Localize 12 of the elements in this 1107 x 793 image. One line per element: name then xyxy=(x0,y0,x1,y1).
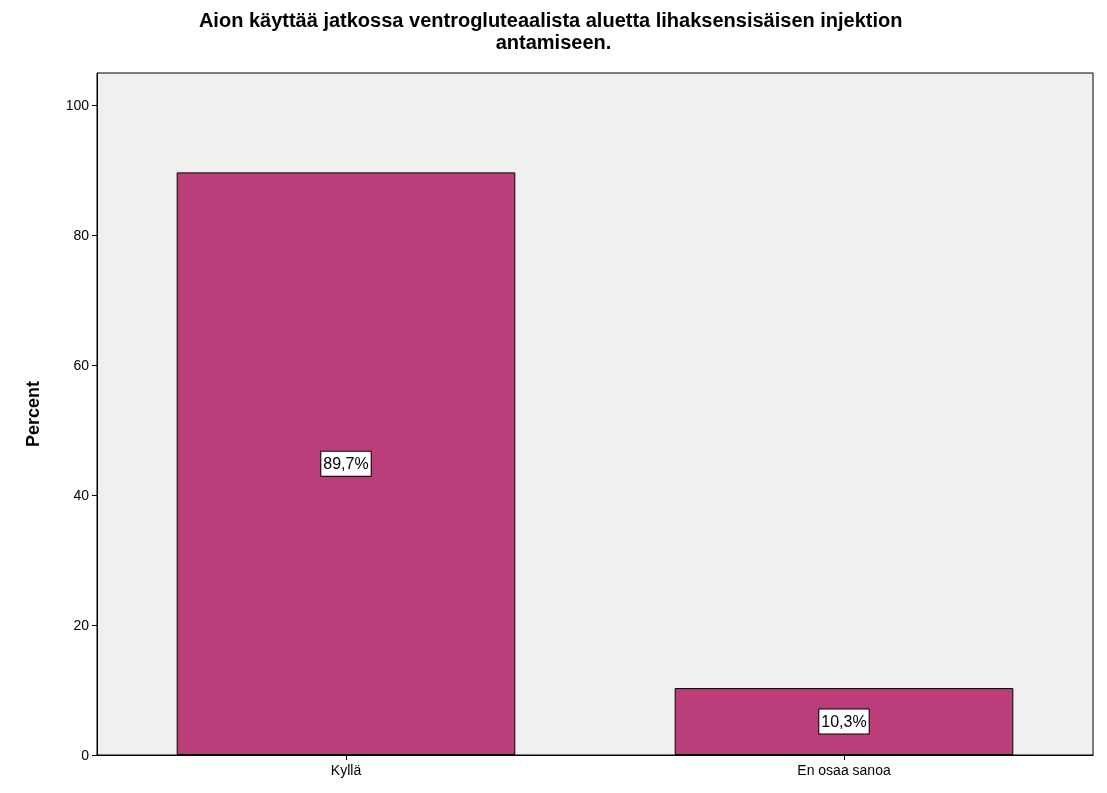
data-label: 89,7% xyxy=(323,455,369,473)
y-tick-label: 60 xyxy=(73,357,90,374)
x-tick-label: En osaa sanoa xyxy=(797,762,891,778)
x-tick-label: Kyllä xyxy=(330,762,362,778)
y-tick-label: 20 xyxy=(73,617,90,634)
y-tick-label: 100 xyxy=(65,97,90,114)
chart-title: Aion käyttää jatkossa ventrogluteaalista aluetta lihaksensisäisen injektion antamiseen. xyxy=(198,9,909,53)
data-label: 10,3% xyxy=(821,713,867,731)
y-tick-label: 0 xyxy=(81,747,90,763)
y-axis-title: Percent xyxy=(23,380,43,448)
y-tick-label: 40 xyxy=(73,487,90,504)
y-tick-label: 80 xyxy=(73,227,90,244)
